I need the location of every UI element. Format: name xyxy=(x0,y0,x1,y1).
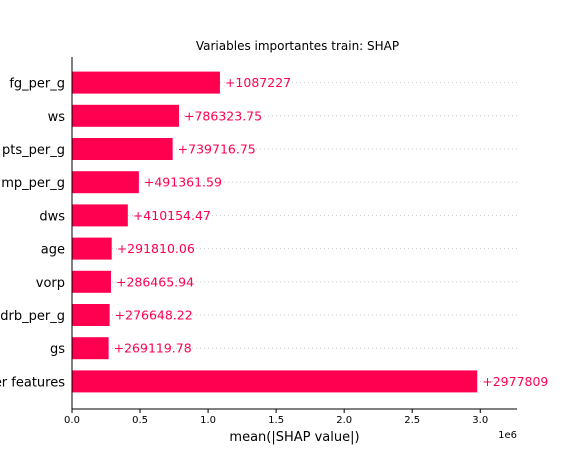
chart-title: Variables importantes train: SHAP xyxy=(196,39,399,53)
category-label: er features xyxy=(0,375,65,390)
category-label: dws xyxy=(39,209,65,224)
x-tick-label: 3.0 xyxy=(472,415,488,426)
value-label: +269119.78 xyxy=(114,341,192,356)
bar xyxy=(72,138,173,160)
x-axis-label: mean(|SHAP value|) xyxy=(229,430,359,445)
category-label: mp_per_g xyxy=(1,176,65,191)
bar xyxy=(72,204,128,227)
value-label: +1087227 xyxy=(225,75,291,90)
value-label: +286465.94 xyxy=(116,274,194,289)
value-label: +2977809 xyxy=(482,374,548,389)
category-label: vorp xyxy=(36,276,65,291)
value-labels: +1087227 +786323.75 +739716.75 +491361.59 +4… xyxy=(114,75,549,389)
value-label: +491361.59 xyxy=(144,175,222,190)
category-label: fg_per_g xyxy=(9,77,65,92)
axes xyxy=(71,57,517,410)
bar xyxy=(72,104,180,127)
value-label: +786323.75 xyxy=(184,108,262,123)
x-ticks: 0.0 0.5 1.0 1.5 2.0 2.5 3.0 xyxy=(64,409,488,426)
x-tick-label: 2.5 xyxy=(404,415,420,426)
value-label: +291810.06 xyxy=(117,241,195,256)
x-tick-label: 1.5 xyxy=(268,415,284,426)
value-label: +739716.75 xyxy=(178,142,256,157)
value-label: +410154.47 xyxy=(133,208,211,223)
category-label: pts_per_g xyxy=(2,143,65,158)
grid-lines xyxy=(72,82,517,382)
x-tick-label: 2.0 xyxy=(336,415,352,426)
value-label: +276648.22 xyxy=(115,308,193,323)
bars xyxy=(72,71,478,393)
bar xyxy=(72,270,111,293)
x-tick-label: 0.0 xyxy=(64,415,80,426)
x-tick-label: 0.5 xyxy=(132,415,148,426)
category-label: gs xyxy=(50,342,65,357)
category-label: age xyxy=(41,243,65,258)
bar xyxy=(72,304,110,326)
bar xyxy=(72,337,109,360)
bar xyxy=(72,171,139,194)
bar xyxy=(72,237,112,260)
x-tick-label: 1.0 xyxy=(200,415,216,426)
x-axis-offset-label: 1e6 xyxy=(498,430,517,441)
category-label: drb_per_g xyxy=(0,309,65,324)
bar xyxy=(72,71,220,94)
bar xyxy=(72,370,478,393)
category-label: ws xyxy=(48,110,66,125)
